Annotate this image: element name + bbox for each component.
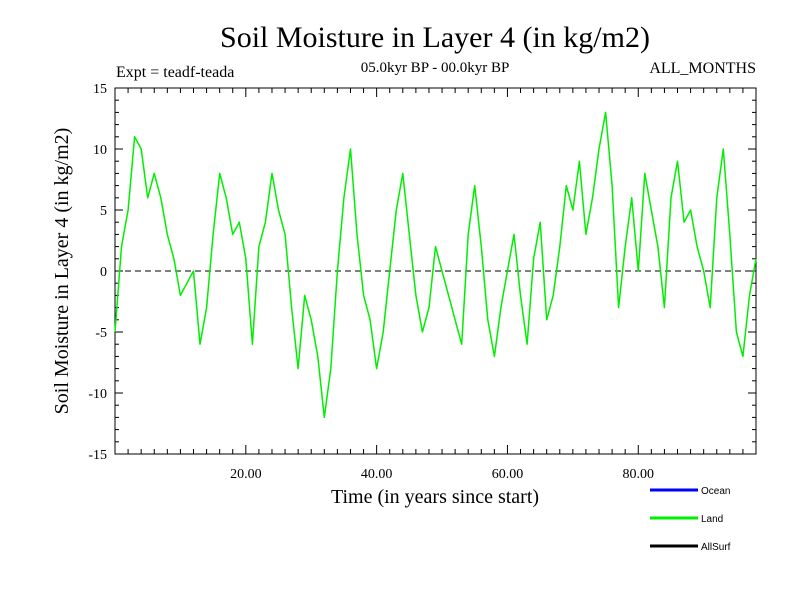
legend: Ocean Land AllSurf [650,486,731,553]
x-tick-label: 40.00 [361,467,393,482]
experiment-label: Expt = teadf-teada [116,64,234,81]
series-line-land [114,111,757,419]
y-tick-label: -10 [88,387,107,402]
y-tick-label: 10 [93,143,107,158]
x-tick-label: 60.00 [492,467,524,482]
y-axis: -15 -10 -5 0 5 10 15 [88,82,756,463]
x-axis-label: Time (in years since start) [331,486,539,508]
x-axis: 20.00 40.00 60.00 80.00 [127,88,744,482]
y-tick-label: -5 [95,326,107,341]
x-tick-label: 20.00 [230,467,262,482]
legend-label-land: Land [701,514,723,525]
y-tick-label: 15 [93,82,107,97]
y-tick-label: -15 [88,448,107,463]
chart-title: Soil Moisture in Layer 4 (in kg/m2) [220,21,650,54]
x-tick-label: 80.00 [623,467,655,482]
legend-label-ocean: Ocean [701,486,730,497]
legend-label-allsurf: AllSurf [701,542,731,553]
y-tick-label: 5 [100,204,107,219]
y-axis-label: Soil Moisture in Layer 4 (in kg/m2) [51,128,73,415]
months-label: ALL_MONTHS [649,60,756,77]
chart-subtitle: 05.0kyr BP - 00.0kyr BP [361,60,510,76]
y-tick-label: 0 [100,265,107,280]
